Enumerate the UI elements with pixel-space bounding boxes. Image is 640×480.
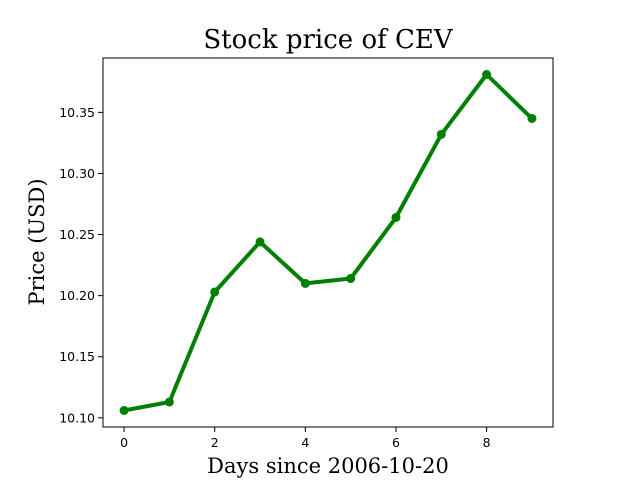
y-axis-label: Price (USD) bbox=[25, 178, 49, 305]
y-axis: 10.10 10.15 10.20 10.25 10.30 10.35 bbox=[59, 105, 103, 425]
plot-area bbox=[102, 57, 554, 428]
data-point bbox=[482, 69, 492, 79]
y-tick-label: 10.15 bbox=[59, 349, 95, 364]
series-line bbox=[122, 72, 534, 413]
data-point bbox=[391, 212, 401, 222]
x-tick-label: 8 bbox=[483, 435, 491, 450]
x-tick-label: 6 bbox=[392, 435, 400, 450]
x-axis: 0 2 4 6 8 bbox=[120, 427, 491, 450]
data-point bbox=[527, 113, 537, 123]
data-point bbox=[436, 129, 446, 139]
data-point bbox=[119, 406, 129, 416]
data-point bbox=[255, 237, 265, 247]
x-tick-label: 0 bbox=[120, 435, 128, 450]
series-markers bbox=[119, 69, 537, 416]
y-tick-label: 10.20 bbox=[59, 288, 95, 303]
data-point bbox=[210, 287, 220, 297]
data-point bbox=[164, 397, 174, 407]
x-tick-label: 2 bbox=[211, 435, 219, 450]
x-tick-label: 4 bbox=[301, 435, 309, 450]
y-tick-label: 10.10 bbox=[59, 410, 95, 425]
chart-title: Stock price of CEV bbox=[203, 25, 454, 55]
data-point bbox=[346, 274, 356, 284]
data-point bbox=[300, 278, 310, 288]
y-tick-label: 10.35 bbox=[59, 105, 95, 120]
x-axis-label: Days since 2006-10-20 bbox=[207, 454, 449, 478]
y-tick-label: 10.25 bbox=[59, 227, 95, 242]
y-tick-label: 10.30 bbox=[59, 166, 95, 181]
